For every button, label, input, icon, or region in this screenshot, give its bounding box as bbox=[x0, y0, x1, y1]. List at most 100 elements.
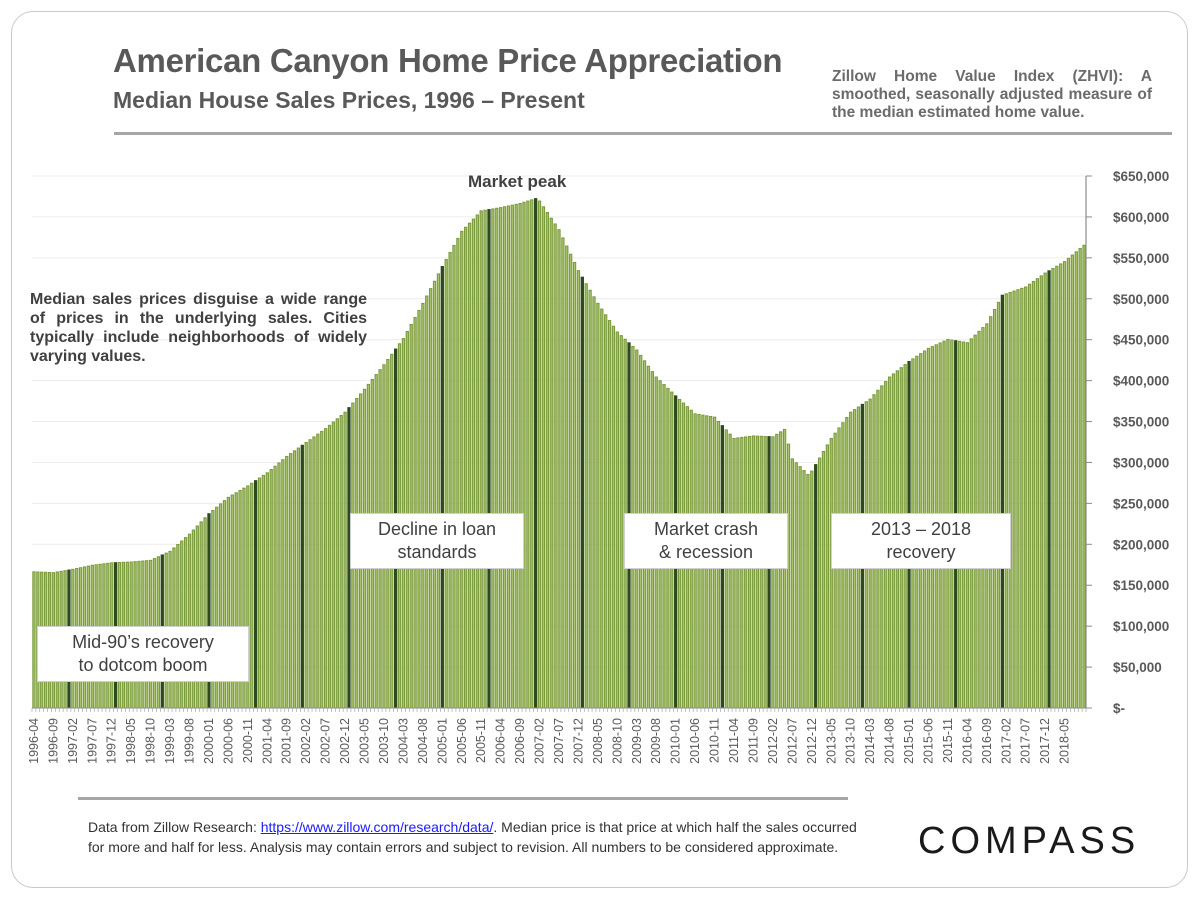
header-divider bbox=[114, 132, 1172, 135]
bar-highlight bbox=[507, 206, 510, 709]
bar-highlight bbox=[566, 246, 568, 709]
x-tick-label: 1998-05 bbox=[124, 718, 138, 764]
bar-highlight bbox=[340, 415, 342, 708]
x-tick-label: 2000-11 bbox=[241, 718, 255, 763]
bar-highlight bbox=[1040, 276, 1042, 708]
chart-title: American Canyon Home Price Appreciation bbox=[113, 42, 783, 79]
x-tick-label: 2002-12 bbox=[338, 718, 352, 764]
bar-highlight bbox=[418, 310, 420, 708]
bar-highlight bbox=[546, 213, 548, 708]
x-tick-label: 2007-12 bbox=[571, 718, 585, 764]
bar-highlight bbox=[286, 456, 288, 708]
bar-highlight bbox=[1083, 245, 1085, 708]
x-tick-label: 2008-05 bbox=[591, 718, 605, 764]
x-tick-label: 2017-07 bbox=[1019, 718, 1033, 764]
zhvi-definition: Zillow Home Value Index (ZHVI): A smooth… bbox=[832, 68, 1152, 121]
x-tick-label: 2016-09 bbox=[980, 718, 994, 764]
x-tick-label: 2005-01 bbox=[435, 718, 449, 764]
bar-highlight bbox=[1064, 262, 1066, 708]
x-tick-label: 2012-02 bbox=[766, 718, 780, 764]
x-tick-label: 2005-11 bbox=[474, 718, 488, 763]
bar-highlight bbox=[503, 207, 506, 708]
bar-highlight bbox=[729, 434, 731, 708]
bar-highlight bbox=[531, 200, 533, 708]
bar-highlight bbox=[562, 238, 564, 708]
x-tick-label: 2001-04 bbox=[260, 718, 274, 764]
footnote-text: Data from Zillow Research: bbox=[88, 819, 261, 835]
bar-highlight bbox=[760, 436, 762, 708]
y-axis: $- $50,000 $100,000 $150,000 $200,000 $250,00… bbox=[1085, 169, 1169, 716]
bar-highlight bbox=[834, 433, 836, 708]
bar-highlight bbox=[1060, 264, 1062, 708]
bar-highlight bbox=[445, 259, 447, 708]
x-tick-label: 2006-09 bbox=[513, 718, 527, 764]
callout-loan-standards: Decline in loan standards bbox=[350, 513, 524, 569]
y-tick-label: $- bbox=[1113, 701, 1125, 716]
bar-highlight bbox=[472, 219, 475, 708]
x-tick-label: 2015-06 bbox=[921, 718, 935, 764]
x-tick-label: 2018-05 bbox=[1058, 718, 1072, 764]
median-price-note: Median sales prices disguise a wide rang… bbox=[30, 291, 367, 365]
bar-highlight bbox=[336, 419, 338, 708]
y-tick-label: $400,000 bbox=[1113, 374, 1169, 389]
bar-highlight bbox=[1075, 252, 1077, 708]
x-tick-label: 2010-06 bbox=[688, 718, 702, 764]
bar bbox=[580, 276, 584, 708]
bar bbox=[814, 464, 818, 708]
bar-highlight bbox=[317, 434, 319, 708]
x-tick-label: 2004-03 bbox=[396, 718, 410, 764]
x-tick-label: 2013-10 bbox=[844, 718, 858, 764]
bar bbox=[253, 480, 258, 708]
bar-highlight bbox=[457, 238, 459, 709]
bar-highlight bbox=[1025, 287, 1027, 708]
bar-highlight bbox=[803, 471, 805, 708]
callout-market-crash: Market crash & recession bbox=[624, 513, 788, 569]
zillow-research-link[interactable]: https://www.zillow.com/research/data/ bbox=[260, 819, 494, 835]
bar-highlight bbox=[266, 473, 268, 708]
bar-highlight bbox=[523, 202, 525, 708]
y-tick-label: $250,000 bbox=[1113, 496, 1169, 511]
bar-highlight bbox=[496, 208, 498, 709]
x-tick-label: 1996-04 bbox=[27, 718, 41, 764]
bar-highlight bbox=[328, 425, 331, 708]
bar-highlight bbox=[519, 204, 521, 709]
y-tick-label: $550,000 bbox=[1113, 251, 1169, 266]
y-tick-label: $300,000 bbox=[1113, 455, 1169, 470]
bar-highlight bbox=[830, 438, 832, 708]
y-tick-label: $350,000 bbox=[1113, 415, 1169, 430]
bar-highlight bbox=[33, 572, 35, 708]
bar-highlight bbox=[484, 210, 486, 708]
bar-highlight bbox=[807, 474, 809, 708]
bar bbox=[440, 266, 444, 708]
bar-highlight bbox=[309, 440, 311, 708]
bar-highlight bbox=[422, 303, 424, 708]
x-tick-label: 2007-02 bbox=[533, 718, 547, 764]
x-tick-label: 2010-11 bbox=[708, 718, 722, 763]
bar-highlight bbox=[764, 436, 766, 708]
bar-highlight bbox=[1021, 288, 1023, 708]
compass-logo: COMPASS bbox=[918, 820, 1140, 863]
bar-highlight bbox=[780, 432, 782, 708]
bar-highlight bbox=[1056, 266, 1058, 708]
x-tick-label: 2015-01 bbox=[902, 718, 916, 764]
bar-highlight bbox=[247, 486, 249, 708]
bar-highlight bbox=[251, 483, 253, 708]
bar-highlight bbox=[200, 522, 202, 708]
footer-divider bbox=[78, 797, 848, 800]
y-tick-label: $50,000 bbox=[1113, 660, 1162, 675]
chart-subtitle: Median House Sales Prices, 1996 – Presen… bbox=[113, 87, 585, 113]
bar-highlight bbox=[612, 326, 615, 708]
x-tick-label: 2015-11 bbox=[941, 718, 955, 763]
y-tick-label: $600,000 bbox=[1113, 210, 1169, 225]
x-tick-label: 2011-09 bbox=[746, 718, 760, 763]
bar-highlight bbox=[220, 504, 222, 708]
x-tick-label: 1996-09 bbox=[46, 718, 60, 764]
x-tick-label: 1999-08 bbox=[183, 718, 197, 764]
callout-line: Decline in loan bbox=[377, 519, 497, 539]
bar-highlight bbox=[1009, 292, 1011, 708]
footnote-text: . Median price is that price at which ha… bbox=[88, 819, 857, 855]
x-tick-label: 2000-01 bbox=[202, 718, 216, 764]
bar-highlight bbox=[500, 208, 502, 708]
bar-highlight bbox=[433, 281, 436, 708]
